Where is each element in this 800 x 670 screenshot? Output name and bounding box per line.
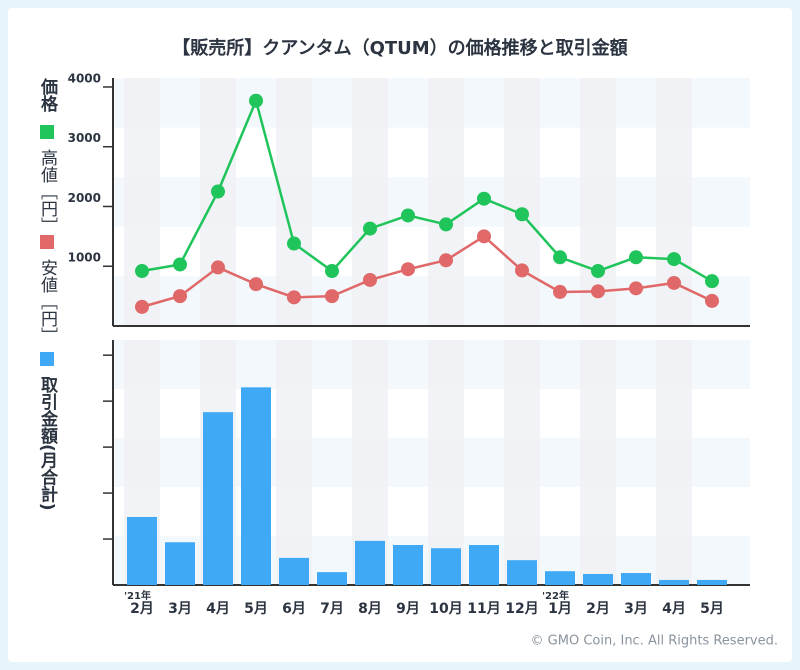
- column-band: [504, 78, 540, 326]
- price-point: [287, 236, 301, 251]
- chart-title: 【販売所】クアンタム（QTUM）の価格推移と取引金額: [172, 37, 627, 59]
- column-band: [656, 340, 692, 585]
- y-tick-label: 4000: [68, 71, 101, 85]
- price-point: [591, 284, 605, 299]
- price-point: [287, 290, 301, 305]
- price-point: [135, 264, 149, 279]
- price-point: [477, 191, 491, 206]
- price-point: [553, 250, 567, 265]
- volume-bar: [583, 573, 613, 585]
- x-tick-label: 10月: [429, 601, 462, 617]
- x-tick-label: 5月: [244, 601, 268, 617]
- price-point: [591, 264, 605, 279]
- y-tick-label: 3000: [68, 131, 101, 145]
- column-band: [428, 340, 464, 585]
- x-tick-label: 3月: [624, 601, 648, 617]
- legend-label: 安値［円］: [37, 259, 58, 344]
- price-point: [401, 208, 415, 223]
- volume-bar: [355, 540, 385, 585]
- column-band: [200, 78, 236, 326]
- legend-swatch: [40, 235, 54, 249]
- x-tick-label: 2月: [586, 601, 610, 617]
- price-point: [249, 93, 263, 108]
- x-tick-label: 4月: [206, 601, 230, 617]
- price-point: [667, 275, 681, 290]
- x-tick-label: 12月: [505, 601, 538, 617]
- price-point: [477, 229, 491, 244]
- x-tick-label: 3月: [168, 601, 192, 617]
- price-point: [439, 253, 453, 268]
- price-point: [363, 272, 377, 287]
- column-band: [276, 340, 312, 585]
- volume-bar: [469, 545, 499, 585]
- column-band: [580, 340, 616, 585]
- year-label: '22年: [542, 589, 569, 602]
- volume-bar: [165, 542, 195, 585]
- price-point: [401, 262, 415, 277]
- price-point: [325, 289, 339, 304]
- price-point: [135, 299, 149, 314]
- x-tick-label: 1月: [548, 601, 572, 617]
- volume-bar: [697, 579, 727, 585]
- y-tick-label: 1000: [68, 251, 101, 265]
- x-tick-label: 8月: [358, 601, 382, 617]
- x-tick-label: 6月: [282, 601, 306, 617]
- volume-bar: [431, 548, 461, 585]
- copyright: © GMO Coin, Inc. All Rights Reserved.: [531, 634, 778, 649]
- price-line: [141, 234, 713, 309]
- price-point: [629, 281, 643, 296]
- price-point: [211, 260, 225, 275]
- price-point: [173, 289, 187, 304]
- x-tick-label: 7月: [320, 601, 344, 617]
- price-point: [553, 284, 567, 299]
- x-tick-label: 5月: [700, 601, 724, 617]
- column-band: [504, 340, 540, 585]
- volume-bar: [317, 572, 347, 585]
- price-point: [363, 221, 377, 236]
- legend-swatch: [40, 125, 54, 139]
- legend-label: 高値［円］: [37, 149, 58, 234]
- volume-bar: [659, 579, 689, 585]
- column-band: [428, 78, 464, 326]
- price-point: [705, 293, 719, 308]
- volume-bar: [507, 560, 537, 585]
- y-axis-label: 価格: [37, 77, 59, 113]
- price-point: [325, 264, 339, 279]
- price-point: [629, 250, 643, 265]
- volume-bar: [203, 412, 233, 585]
- x-tick-label: 9月: [396, 601, 420, 617]
- column-band: [124, 78, 160, 326]
- volume-bar: [393, 545, 423, 585]
- price-line: [141, 96, 713, 283]
- x-tick-label: 2月: [130, 601, 154, 617]
- price-point: [515, 207, 529, 222]
- x-tick-label: 11月: [467, 601, 500, 617]
- column-band: [276, 78, 312, 326]
- price-point: [211, 184, 225, 199]
- volume-bar: [127, 516, 157, 585]
- year-label: '21年: [124, 589, 151, 602]
- y-tick-label: 2000: [68, 191, 101, 205]
- x-tick-label: 4月: [662, 601, 686, 617]
- volume-bar: [241, 387, 271, 585]
- price-point: [173, 257, 187, 272]
- price-point: [439, 217, 453, 232]
- volume-bar: [621, 573, 651, 585]
- column-band: [352, 78, 388, 326]
- volume-bar: [279, 557, 309, 585]
- price-point: [705, 274, 719, 289]
- legend-label: 取引金額(月合計): [37, 376, 59, 511]
- volume-bar: [545, 571, 575, 585]
- price-point: [667, 252, 681, 267]
- legend-swatch: [40, 352, 54, 366]
- price-point: [515, 263, 529, 278]
- price-point: [249, 277, 263, 292]
